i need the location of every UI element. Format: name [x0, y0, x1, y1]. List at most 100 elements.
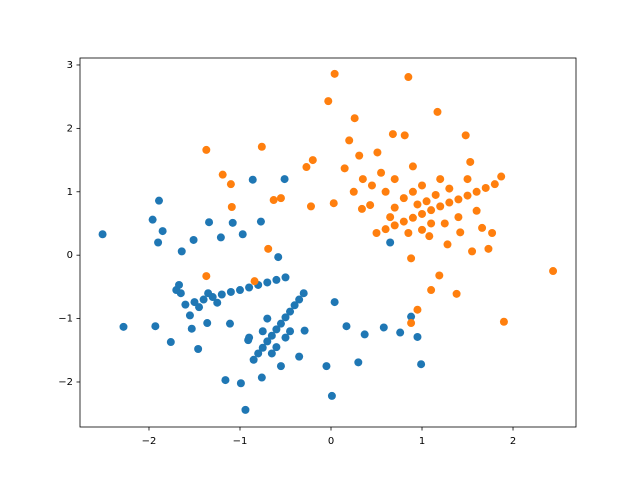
scatter-point — [194, 345, 203, 354]
scatter-point — [245, 333, 254, 342]
scatter-point — [300, 326, 309, 335]
scatter-point — [433, 107, 442, 116]
y-tick-label: 1 — [67, 187, 73, 198]
y-tick-label: 2 — [67, 123, 73, 134]
scatter-point — [272, 275, 281, 284]
scatter-point — [400, 131, 409, 140]
scatter-point — [154, 196, 163, 205]
scatter-point — [404, 73, 413, 82]
scatter-point — [381, 187, 390, 196]
scatter-point — [221, 376, 230, 385]
y-tick-label: −2 — [58, 377, 73, 388]
scatter-point — [299, 289, 308, 298]
axes-frame — [79, 57, 577, 428]
scatter-point — [499, 317, 508, 326]
scatter-point — [472, 187, 481, 196]
scatter-point — [98, 230, 107, 239]
scatter-point — [407, 254, 416, 263]
scatter-point — [181, 300, 190, 309]
scatter-point — [388, 130, 397, 139]
scatter-point — [481, 183, 490, 192]
scatter-point — [381, 225, 390, 234]
scatter-point — [404, 228, 413, 237]
scatter-point — [258, 343, 267, 352]
scatter-point — [205, 218, 214, 227]
scatter-point — [295, 352, 304, 361]
scatter-point — [329, 199, 338, 208]
scatter-point — [290, 301, 299, 310]
y-tick-label: −1 — [58, 314, 73, 325]
scatter-point — [177, 247, 186, 256]
x-tick-label: 1 — [419, 436, 425, 447]
scatter-point — [497, 172, 506, 181]
scatter-point — [408, 213, 417, 222]
scatter-point — [295, 295, 304, 304]
scatter-point — [281, 333, 290, 342]
scatter-point — [386, 238, 395, 247]
scatter-point — [490, 180, 499, 189]
scatter-point — [463, 175, 472, 184]
scatter-point — [357, 204, 366, 213]
scatter-point — [286, 327, 295, 336]
scatter-point — [413, 200, 422, 209]
scatter-point — [443, 240, 452, 249]
scatter-point — [203, 319, 212, 328]
scatter-point — [436, 202, 445, 211]
scatter-point — [440, 219, 449, 228]
scatter-point — [372, 228, 381, 237]
scatter-point — [330, 69, 339, 78]
scatter-point — [452, 289, 461, 298]
scatter-point — [195, 303, 204, 312]
scatter-point — [445, 184, 454, 193]
scatter-point — [204, 289, 213, 298]
scatter-point — [217, 290, 226, 299]
scatter-point — [218, 170, 227, 179]
scatter-point — [436, 175, 445, 184]
scatter-point — [306, 202, 315, 211]
scatter-point — [367, 181, 376, 190]
scatter-point — [379, 323, 388, 332]
scatter-point — [322, 362, 331, 371]
scatter-point — [413, 305, 422, 314]
scatter-point — [390, 203, 399, 212]
scatter-point — [286, 307, 295, 316]
scatter-point — [418, 181, 427, 190]
scatter-point — [302, 163, 311, 172]
x-tick-label: 2 — [510, 436, 516, 447]
scatter-point — [276, 319, 285, 328]
scatter-point — [373, 148, 382, 157]
scatter-point — [236, 379, 245, 388]
scatter-point — [472, 206, 481, 215]
scatter-point — [263, 314, 272, 323]
scatter-point — [427, 286, 436, 295]
scatter-point — [264, 244, 273, 253]
scatter-point — [454, 213, 463, 222]
x-tick-label: −1 — [233, 436, 248, 447]
scatter-point — [355, 151, 364, 160]
scatter-point — [257, 142, 266, 151]
scatter-point — [245, 283, 254, 292]
scatter-point — [399, 217, 408, 226]
scatter-point — [213, 298, 222, 307]
scatter-point — [254, 349, 263, 358]
scatter-point — [324, 97, 333, 106]
scatter-point — [466, 157, 475, 166]
scatter-point — [272, 325, 281, 334]
scatter-point — [226, 287, 235, 296]
scatter-point — [281, 273, 290, 282]
scatter-point — [350, 114, 359, 123]
scatter-point — [454, 195, 463, 204]
scatter-point — [256, 217, 265, 226]
scatter-point — [272, 343, 281, 352]
scatter-point — [158, 227, 167, 236]
scatter-point — [408, 187, 417, 196]
scatter-point — [276, 362, 285, 371]
scatter-point — [330, 298, 339, 307]
scatter-point — [166, 338, 175, 347]
scatter-point — [148, 215, 157, 224]
scatter-point — [549, 267, 558, 276]
scatter-point — [274, 253, 283, 262]
scatter-point — [225, 319, 234, 328]
